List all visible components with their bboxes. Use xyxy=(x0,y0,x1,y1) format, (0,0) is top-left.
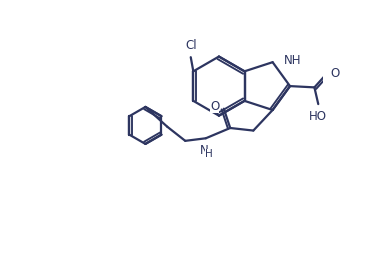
Text: O: O xyxy=(331,67,340,80)
Text: O: O xyxy=(210,100,219,113)
Text: H: H xyxy=(205,149,213,159)
Text: N: N xyxy=(200,144,209,157)
Text: HO: HO xyxy=(309,110,327,123)
Text: NH: NH xyxy=(284,54,301,67)
Text: Cl: Cl xyxy=(185,39,196,52)
